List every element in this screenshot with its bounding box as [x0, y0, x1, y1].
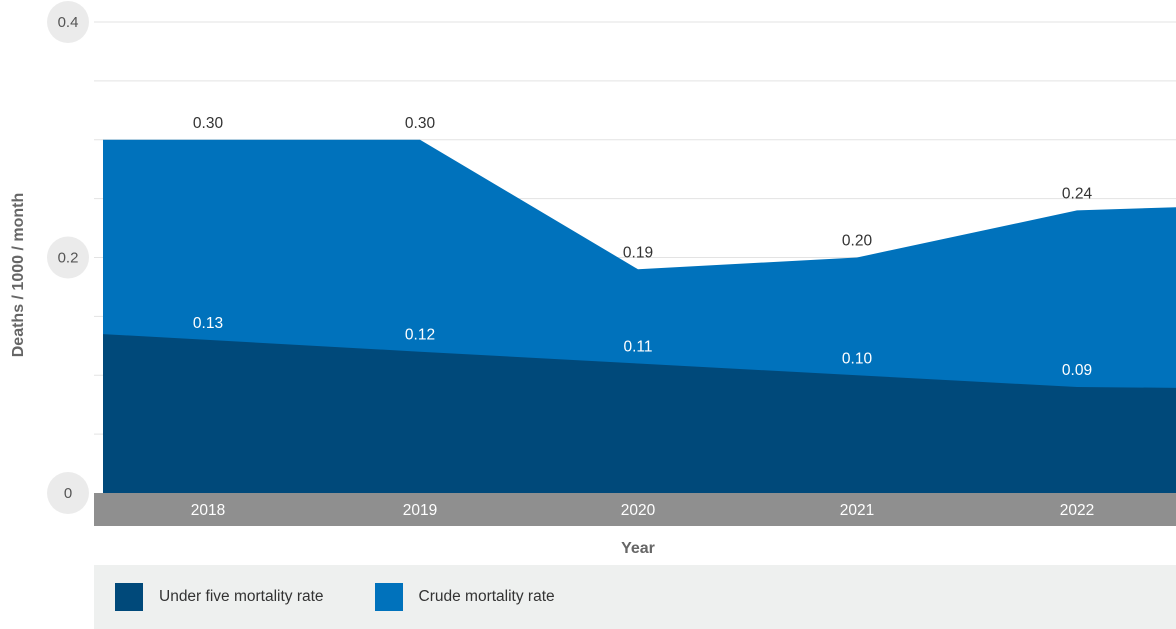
x-tick-label: 2019 — [403, 502, 437, 519]
areas — [103, 139, 1176, 493]
y-tick: 0.2 — [47, 236, 89, 279]
y-tick: 0.4 — [47, 1, 89, 43]
y-tick: 0 — [47, 472, 89, 514]
data-label-crude: 0.30 — [405, 115, 436, 132]
data-label-crude: 0.24 — [1062, 185, 1093, 202]
y-tick-bg — [47, 236, 89, 279]
y-tick-bg — [47, 472, 89, 514]
x-axis-band: 2018 2019 2020 2021 2022 — [94, 493, 1176, 526]
y-tick-label: 0.2 — [58, 250, 79, 267]
legend-swatch-crude — [374, 583, 403, 611]
area-chart: 0 0.2 0.4 2018 2019 2020 2021 2022 0.30 0.30 0.1… — [10, 1, 1176, 557]
legend-label-under-five: Under five mortality rate — [159, 588, 324, 605]
y-tick-label: 0 — [64, 485, 72, 502]
y-tick-label: 0.4 — [58, 14, 79, 31]
y-tick-labels: 0 0.2 0.4 — [47, 1, 89, 514]
data-label-under-five: 0.09 — [1062, 362, 1092, 379]
data-label-under-five: 0.11 — [623, 338, 652, 355]
x-tick-label: 2022 — [1060, 502, 1094, 519]
x-tick-label: 2018 — [191, 502, 225, 519]
data-label-crude: 0.30 — [193, 115, 224, 132]
x-axis-band-bg — [94, 493, 1176, 526]
y-axis-title: Deaths / 1000 / month — [10, 193, 27, 358]
data-label-under-five: 0.13 — [193, 315, 223, 332]
x-axis-title: Year — [621, 540, 655, 557]
y-tick-bg — [47, 1, 89, 43]
x-tick-label: 2021 — [840, 502, 874, 519]
legend: Under five mortality rate Crude mortalit… — [94, 565, 1176, 629]
data-label-crude: 0.20 — [842, 233, 873, 250]
legend-item-crude[interactable]: Crude mortality rate — [374, 583, 555, 611]
data-label-crude: 0.19 — [623, 244, 653, 261]
x-tick-label: 2020 — [621, 502, 656, 519]
data-label-under-five: 0.12 — [405, 327, 435, 344]
data-labels: 0.30 0.30 0.19 0.20 0.24 0.13 0.12 0.11 0.10 0.09 — [193, 115, 1093, 379]
legend-item-under-five[interactable]: Under five mortality rate — [115, 583, 324, 611]
data-label-under-five: 0.10 — [842, 350, 873, 367]
legend-swatch-under-five — [115, 583, 143, 611]
area-under-five-mortality — [103, 334, 1176, 493]
legend-label-crude: Crude mortality rate — [418, 588, 555, 605]
